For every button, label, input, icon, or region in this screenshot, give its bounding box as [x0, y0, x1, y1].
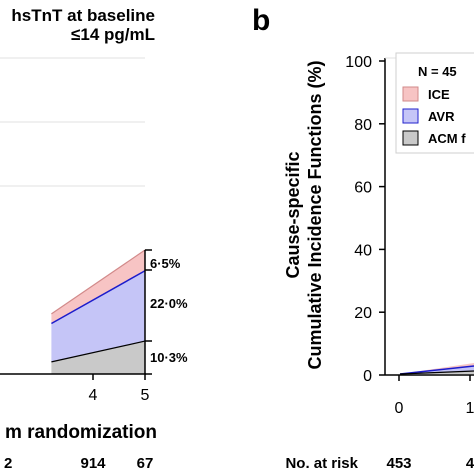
panel-b-line-avr: [399, 365, 474, 375]
panel-b-line-acm: [399, 370, 474, 375]
panel-b-risk-value: 4: [466, 455, 474, 472]
panel-b-y-tick-label: 80: [354, 117, 372, 134]
panel-b-y-axis-label-line2: Cumulative Incidence Functions (%): [305, 60, 325, 369]
panel-b-risk-label: No. at risk: [285, 455, 358, 472]
panel-a-x-axis-label: m randomization: [5, 422, 157, 443]
panel-a-line-avr: [51, 270, 146, 325]
panel-a-risk-value: 67: [137, 455, 154, 472]
panel-a-line-ice: [51, 249, 146, 315]
panel-a-subtitle: ≤14 pg/mL: [71, 25, 155, 44]
panel-b-x-tick-label: 0: [395, 400, 404, 417]
panel-a-area-acm: [51, 341, 145, 374]
panel-a: hsTnT at baseline ≤14 pg/mL 6·5% 22·0% 1…: [0, 6, 188, 472]
panel-a-x-tick-label: 5: [141, 387, 150, 404]
panel-b-y-tick-label: 0: [363, 368, 372, 385]
panel-b-x-tick-label: 1: [466, 400, 474, 417]
panel-b-legend-swatch-acm: [402, 130, 419, 146]
panel-b-legend: [395, 52, 474, 154]
panel-a-area-avr: [51, 270, 145, 362]
panel-a-title: hsTnT at baseline: [11, 6, 155, 25]
panel-a-area-ice: [51, 250, 145, 324]
panel-b-y-axis-label-line1: Cause-specific: [283, 151, 303, 278]
panel-a-line-acm: [51, 340, 146, 363]
panel-b-legend-label-ice: ICE: [428, 87, 450, 102]
panel-b-y-tick-label: 60: [354, 180, 372, 197]
panel-b-legend-label-acm: ACM f: [428, 131, 466, 146]
panel-b-y-tick-label: 40: [354, 242, 372, 259]
panel-b-label: b: [252, 4, 270, 37]
panel-a-x-tick-label: 4: [89, 387, 98, 404]
panel-a-end-label-ice: 6·5%: [150, 256, 181, 271]
panel-b-legend-swatch-avr: [402, 108, 419, 124]
panel-b-risk-value: 453: [386, 455, 411, 472]
panel-b-legend-n: N = 45: [418, 64, 457, 79]
panel-a-risk-value: 2: [4, 455, 12, 472]
panel-b-legend-swatch-ice: [402, 86, 419, 102]
panel-b-legend-label-avr: AVR: [428, 109, 455, 124]
panel-b-y-tick-label: 20: [354, 305, 372, 322]
panel-b-y-ticks: 0 20 40 60 80 100: [345, 54, 385, 385]
panel-a-end-label-avr: 22·0%: [150, 296, 188, 311]
panel-b: b Cause-specific Cumulative Incidence Fu…: [252, 4, 474, 472]
panel-a-risk-value: 914: [80, 455, 106, 472]
panel-a-end-label-acm: 10·3%: [150, 350, 188, 365]
panel-b-y-tick-label: 100: [345, 54, 372, 71]
